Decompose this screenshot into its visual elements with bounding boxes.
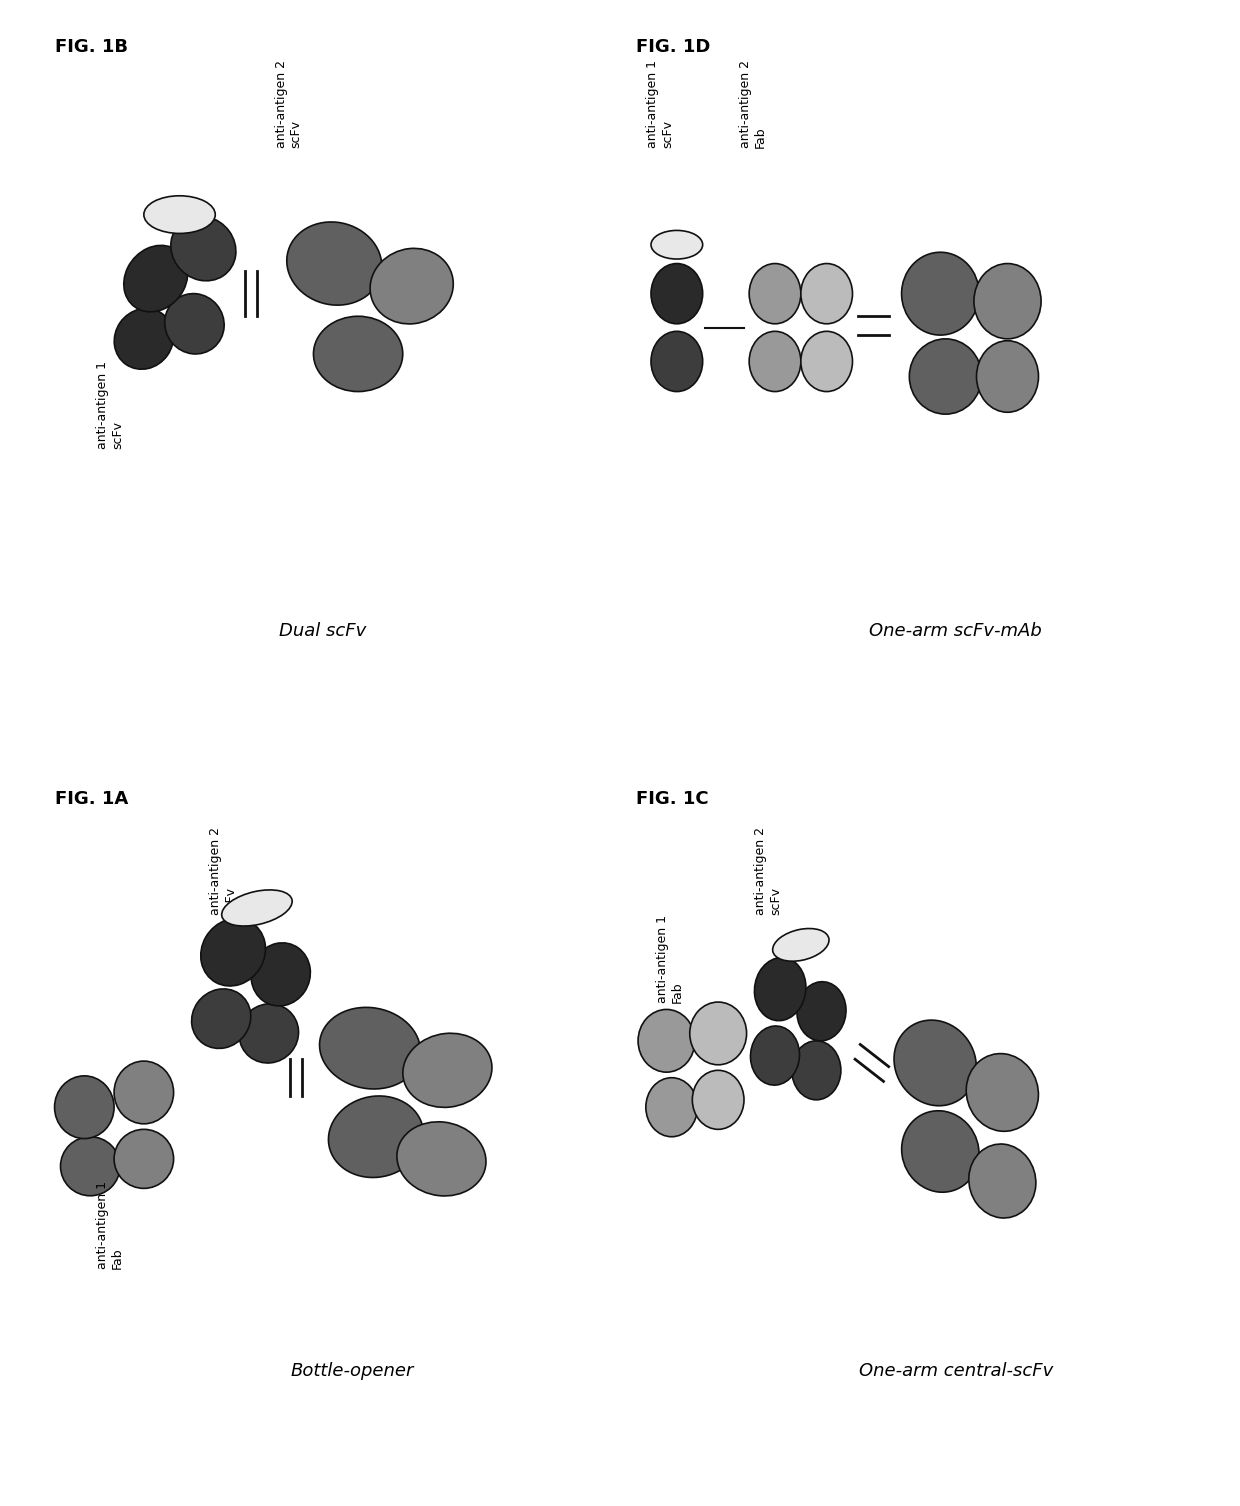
Ellipse shape bbox=[201, 919, 265, 986]
Ellipse shape bbox=[651, 331, 703, 392]
Ellipse shape bbox=[651, 264, 703, 324]
Ellipse shape bbox=[639, 1009, 694, 1072]
Ellipse shape bbox=[901, 253, 980, 336]
Text: One-arm scFv-mAb: One-arm scFv-mAb bbox=[869, 622, 1042, 640]
Text: anti-antigen 2
scFv: anti-antigen 2 scFv bbox=[210, 827, 237, 914]
Text: Dual scFv: Dual scFv bbox=[279, 622, 366, 640]
Ellipse shape bbox=[750, 1026, 800, 1086]
Ellipse shape bbox=[689, 1001, 746, 1065]
Ellipse shape bbox=[397, 1122, 486, 1196]
Ellipse shape bbox=[966, 1054, 1038, 1131]
Text: anti-antigen 2
scFv: anti-antigen 2 scFv bbox=[275, 60, 303, 148]
Ellipse shape bbox=[329, 1096, 424, 1178]
Text: anti-antigen 2
Fab: anti-antigen 2 Fab bbox=[739, 60, 766, 148]
Ellipse shape bbox=[222, 890, 293, 926]
Ellipse shape bbox=[792, 1041, 841, 1099]
Ellipse shape bbox=[320, 1008, 420, 1089]
Text: FIG. 1C: FIG. 1C bbox=[635, 789, 708, 807]
Ellipse shape bbox=[239, 1005, 299, 1063]
Text: FIG. 1B: FIG. 1B bbox=[55, 38, 128, 56]
Ellipse shape bbox=[901, 1111, 980, 1193]
Ellipse shape bbox=[61, 1137, 120, 1196]
Ellipse shape bbox=[124, 245, 187, 312]
Ellipse shape bbox=[171, 217, 236, 280]
Text: anti-antigen 2
scFv: anti-antigen 2 scFv bbox=[754, 827, 782, 914]
Text: anti-antigen 1
Fab: anti-antigen 1 Fab bbox=[97, 1181, 124, 1270]
Ellipse shape bbox=[749, 331, 801, 392]
Ellipse shape bbox=[114, 309, 174, 369]
Ellipse shape bbox=[403, 1033, 492, 1107]
Ellipse shape bbox=[192, 989, 250, 1048]
Text: FIG. 1D: FIG. 1D bbox=[635, 38, 709, 56]
Ellipse shape bbox=[968, 1145, 1035, 1218]
Ellipse shape bbox=[165, 294, 224, 354]
Ellipse shape bbox=[55, 1075, 114, 1139]
Ellipse shape bbox=[692, 1071, 744, 1130]
Ellipse shape bbox=[314, 316, 403, 392]
Ellipse shape bbox=[651, 230, 703, 259]
Ellipse shape bbox=[144, 196, 216, 233]
Ellipse shape bbox=[894, 1020, 976, 1105]
Ellipse shape bbox=[114, 1062, 174, 1123]
Ellipse shape bbox=[801, 264, 853, 324]
Ellipse shape bbox=[754, 958, 806, 1021]
Ellipse shape bbox=[973, 264, 1042, 339]
Text: One-arm central-scFv: One-arm central-scFv bbox=[859, 1363, 1053, 1379]
Ellipse shape bbox=[773, 929, 830, 961]
Ellipse shape bbox=[749, 264, 801, 324]
Ellipse shape bbox=[370, 248, 454, 324]
Text: FIG. 1A: FIG. 1A bbox=[55, 789, 128, 807]
Ellipse shape bbox=[977, 340, 1039, 413]
Ellipse shape bbox=[252, 943, 310, 1006]
Text: Bottle-opener: Bottle-opener bbox=[290, 1363, 414, 1379]
Text: anti-antigen 1
scFv: anti-antigen 1 scFv bbox=[97, 361, 124, 449]
Ellipse shape bbox=[646, 1078, 697, 1137]
Ellipse shape bbox=[909, 339, 982, 414]
Ellipse shape bbox=[286, 221, 382, 306]
Text: anti-antigen 1
Fab: anti-antigen 1 Fab bbox=[656, 916, 684, 1003]
Text: anti-antigen 1
scFv: anti-antigen 1 scFv bbox=[646, 60, 673, 148]
Ellipse shape bbox=[797, 982, 846, 1041]
Ellipse shape bbox=[801, 331, 853, 392]
Ellipse shape bbox=[114, 1130, 174, 1188]
